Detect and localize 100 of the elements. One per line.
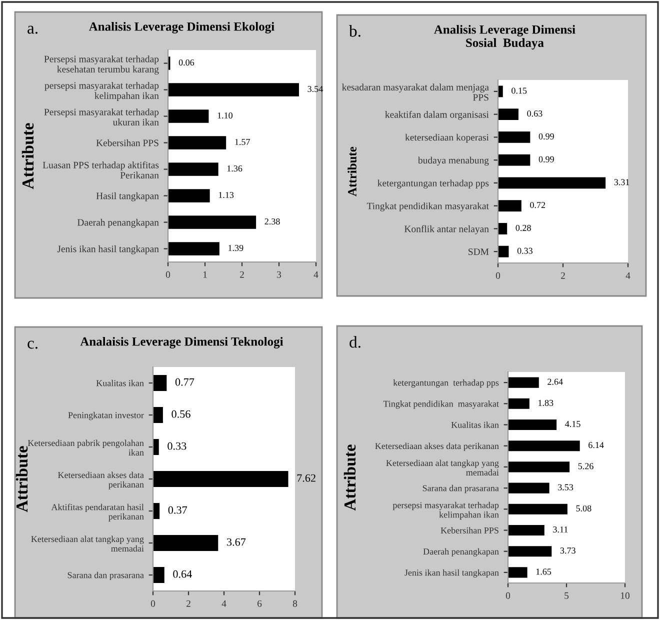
bar — [153, 375, 167, 391]
data-label: 3.11 — [553, 526, 568, 533]
y-tick-label: ketersediaan koperasi — [405, 134, 489, 143]
bar — [498, 246, 509, 258]
y-tick-label: Aktifitas pendaratan hasil perikanan — [51, 504, 144, 522]
y-tick-label: Kebersihan PPS — [96, 139, 158, 146]
bar — [508, 546, 552, 557]
bar — [153, 503, 160, 519]
chart-title: Analisis Leverage Dimensi Ekologi — [88, 22, 274, 34]
data-label: 0.28 — [516, 224, 531, 231]
bar — [498, 131, 530, 143]
data-label: 1.65 — [536, 568, 552, 575]
data-label: 5.26 — [578, 463, 594, 470]
y-axis-title: Attribute — [22, 123, 34, 190]
y-axis-title: Attribute — [16, 446, 28, 512]
data-label: 7.62 — [297, 474, 316, 482]
data-label: 2.38 — [264, 218, 280, 225]
data-label: 0.15 — [512, 88, 527, 94]
bar — [508, 482, 550, 494]
data-label: 3.53 — [558, 484, 574, 490]
bar — [168, 216, 256, 229]
bar — [508, 567, 528, 578]
data-label: 0.99 — [538, 156, 554, 162]
data-label: 0.33 — [168, 442, 186, 450]
y-tick-label: Persepsi masyarakat terhadap ukuran ikan — [44, 108, 159, 126]
data-label: 0.63 — [527, 110, 542, 117]
y-tick-label: Persepsi masyarakat terhadap kesehatan terumbu karang — [44, 55, 159, 74]
x-tick-label: 4 — [222, 600, 226, 607]
data-label: 4.15 — [565, 420, 580, 428]
data-label: 1.39 — [228, 244, 244, 252]
bar — [168, 242, 220, 256]
text: b. — [349, 25, 360, 37]
data-label: 3.31 — [614, 179, 630, 186]
x-tick-label: 0 — [506, 592, 510, 599]
y-tick-label: Jenis ikan hasil tangkapan — [57, 245, 159, 254]
data-label: 2.64 — [548, 378, 563, 385]
y-tick-label: persepsi masyarakat terhadap kelimpahan ikan — [44, 82, 159, 101]
chart-title: Analaisis Leverage Dimensi Teknologi — [80, 337, 284, 348]
bar — [498, 86, 503, 98]
bar — [498, 200, 522, 212]
bar — [508, 524, 544, 536]
y-tick-label: Ketersediaan akses data perikanan — [58, 472, 144, 490]
text: c. — [28, 340, 38, 349]
bar — [498, 177, 606, 189]
bar — [508, 398, 530, 409]
data-label: 3.54 — [308, 86, 323, 92]
x-tick-label: 8 — [292, 600, 298, 607]
data-label: 1.83 — [538, 400, 554, 406]
x-tick-label: 0 — [496, 272, 500, 279]
bar — [498, 154, 530, 166]
y-tick-label: Daerah penangkapan — [423, 548, 499, 556]
x-tick-label: 6 — [257, 600, 262, 607]
data-label: 0.64 — [173, 570, 192, 578]
data-label: 1.57 — [235, 138, 250, 146]
chart-title: Analisis Leverage Dimensi Sosial Budaya — [434, 25, 576, 50]
bar — [168, 136, 226, 150]
x-tick-label: 10 — [620, 592, 630, 599]
bar — [168, 189, 210, 202]
y-axis-title: Attribute — [348, 146, 356, 196]
x-tick-label: 2 — [560, 272, 565, 279]
data-label: 3.73 — [560, 548, 576, 554]
x-tick-label: 0 — [166, 271, 170, 278]
y-tick-label: Tingkat pendidikan masyarakat — [383, 400, 499, 409]
x-tick-label: 0 — [150, 600, 156, 607]
x-tick-label: 4 — [314, 271, 318, 278]
data-label: 1.10 — [218, 112, 232, 119]
data-label: 0.99 — [538, 133, 554, 140]
y-tick-label: budaya menabung — [418, 156, 489, 166]
y-tick-label: Peningkatan investor — [68, 412, 144, 420]
y-axis-title: Attribute — [344, 444, 356, 511]
y-tick-label: Ketersediaan akses data perikanan — [375, 442, 499, 451]
y-tick-label: Ketersediaan pabrik pengolahan ikan — [28, 440, 144, 456]
bar — [168, 83, 299, 96]
y-tick-label: Hasil tangkapan — [96, 192, 159, 202]
y-tick-label: SDM — [468, 248, 489, 256]
y-tick-label: Kebersihan PPS — [440, 527, 498, 534]
data-label: 0.72 — [530, 202, 546, 208]
y-tick-label: Tingkat pendidikan masyarakat — [366, 202, 489, 212]
x-tick-label: 3 — [277, 271, 282, 278]
bar — [153, 535, 218, 551]
y-tick-label: Konflik antar nelayan — [404, 225, 489, 234]
data-label: 3.67 — [227, 538, 246, 546]
bar — [168, 110, 209, 123]
y-tick-label: persepsi masyarakat terhadap kelimpahan ikan — [392, 502, 499, 520]
y-tick-label: Ketersediaan alat tangkap yang memadai — [31, 536, 144, 552]
text: a. — [28, 26, 38, 34]
data-label: 1.36 — [227, 165, 242, 172]
bar — [508, 462, 570, 472]
bar — [508, 377, 539, 388]
y-tick-label: kesadaran masyarakat dalam menjaga PPS — [342, 84, 489, 101]
bar — [153, 439, 159, 455]
data-label: 0.56 — [172, 410, 190, 418]
y-tick-label: keaktifan dalam organisasi — [385, 110, 489, 120]
x-tick-label: 2 — [186, 600, 190, 607]
bar — [508, 440, 580, 452]
y-tick-label: Sarana dan prasarana — [422, 484, 499, 494]
bar — [498, 108, 518, 120]
data-label: 1.13 — [218, 192, 234, 198]
bar — [153, 471, 288, 487]
y-tick-label: Jenis ikan hasil tangkapan — [404, 569, 499, 578]
